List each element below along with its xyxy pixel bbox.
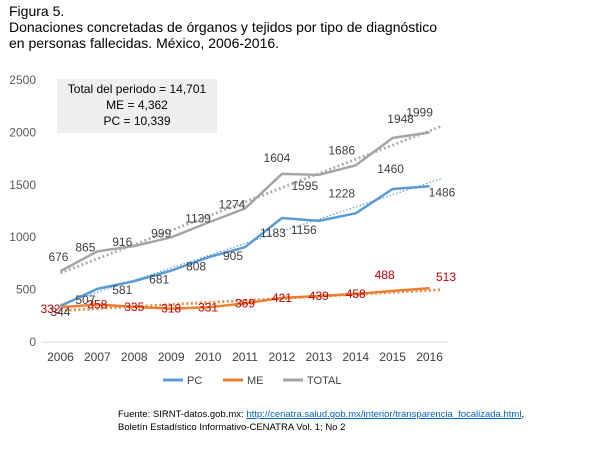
data-label-total: 1999 bbox=[406, 106, 433, 120]
data-label-total: 1274 bbox=[219, 197, 246, 211]
figure-caption: Figura 5. Donaciones concretadas de órga… bbox=[9, 3, 589, 51]
data-label-me: 488 bbox=[375, 268, 395, 282]
series-line-me bbox=[60, 286, 430, 310]
y-tick-label: 2000 bbox=[9, 125, 36, 139]
source-note: Fuente: SIRNT-datos.gob.mx: http://cenat… bbox=[118, 408, 524, 434]
donations-line-chart: 0 500 1000 1500 2000 2500 2006 2007 2008 2009 201… bbox=[9, 73, 456, 387]
data-label-total: 865 bbox=[75, 240, 95, 254]
data-label-me: 358 bbox=[87, 297, 107, 311]
y-tick-label: 1500 bbox=[9, 178, 36, 192]
x-tick-label: 2011 bbox=[232, 350, 258, 364]
data-label-me: 318 bbox=[161, 302, 181, 316]
data-label-pc: 1228 bbox=[328, 186, 355, 200]
figure-title-line1: Donaciones concretadas de órganos y teji… bbox=[9, 19, 438, 35]
data-label-me: 335 bbox=[124, 300, 144, 314]
data-label-total: 1948 bbox=[387, 112, 414, 126]
x-tick-label: 2008 bbox=[121, 350, 148, 364]
data-label-pc: 1183 bbox=[260, 226, 286, 240]
x-tick-label: 2016 bbox=[416, 350, 443, 364]
source-link[interactable]: http://cenatra.salud.gob.mx/interior/tra… bbox=[246, 409, 522, 420]
data-label-pc: 581 bbox=[112, 283, 132, 297]
data-label-total: 1595 bbox=[291, 179, 318, 193]
data-label-pc: 344 bbox=[50, 305, 70, 319]
data-labels: 344 507 581 681 808 905 1183 1156 1228 1460 1486 33… bbox=[40, 106, 456, 319]
period-summary-box: Total del periodo = 14,701 ME = 4,362 PC… bbox=[57, 79, 217, 133]
data-label-pc: 1486 bbox=[429, 185, 456, 199]
data-label-pc: 905 bbox=[223, 249, 243, 263]
series-line-total bbox=[59, 131, 430, 273]
y-tick-label: 2500 bbox=[9, 73, 36, 87]
source-suffix: , bbox=[521, 409, 525, 420]
data-label-pc: 808 bbox=[186, 259, 206, 273]
summary-pc: PC = 10,339 bbox=[103, 114, 171, 128]
data-label-pc: 507 bbox=[75, 293, 95, 307]
data-label-me: 332 bbox=[40, 302, 60, 316]
x-tick-label: 2009 bbox=[158, 350, 185, 364]
legend-label-me: ME bbox=[247, 375, 264, 387]
data-label-total: 1604 bbox=[264, 151, 291, 165]
figure-label: Figura 5. bbox=[9, 3, 65, 19]
series-lines bbox=[59, 131, 430, 310]
data-label-me: 369 bbox=[235, 296, 255, 310]
x-tick-label: 2013 bbox=[305, 350, 332, 364]
legend-label-total: TOTAL bbox=[307, 375, 341, 387]
data-label-total: 1686 bbox=[328, 143, 355, 157]
x-tick-label: 2012 bbox=[269, 350, 296, 364]
source-prefix: Fuente: SIRNT-datos.gob.mx: bbox=[118, 409, 247, 420]
chart-legend: PC ME TOTAL bbox=[163, 375, 341, 387]
x-tick-label: 2014 bbox=[342, 350, 369, 364]
x-tick-label: 2010 bbox=[195, 350, 222, 364]
trendline-total bbox=[59, 125, 442, 275]
data-label-me: 331 bbox=[198, 300, 218, 314]
source-line1: Fuente: SIRNT-datos.gob.mx: http://cenat… bbox=[118, 408, 524, 421]
y-tick-label: 0 bbox=[29, 335, 36, 349]
y-tick-label: 1000 bbox=[9, 230, 36, 244]
figure-title-line2: en personas fallecidas. México, 2006-201… bbox=[9, 35, 280, 51]
data-label-me: 458 bbox=[346, 287, 366, 301]
y-axis: 0 500 1000 1500 2000 2500 bbox=[9, 73, 36, 349]
series-line-pc bbox=[59, 185, 430, 308]
data-label-pc: 1156 bbox=[291, 223, 317, 237]
y-tick-label: 500 bbox=[16, 283, 36, 297]
data-label-me: 421 bbox=[272, 291, 292, 305]
data-label-total: 999 bbox=[151, 226, 171, 240]
data-label-pc: 1460 bbox=[377, 162, 404, 176]
summary-me: ME = 4,362 bbox=[106, 98, 168, 112]
data-label-me: 513 bbox=[436, 270, 456, 284]
data-label-me: 439 bbox=[309, 289, 329, 303]
data-label-total: 916 bbox=[112, 235, 132, 249]
data-label-total: 676 bbox=[48, 250, 68, 264]
x-tick-label: 2015 bbox=[379, 350, 406, 364]
data-label-pc: 681 bbox=[149, 273, 169, 287]
source-line2: Boletín Estadístico Informativo-CENATRA … bbox=[118, 422, 346, 433]
summary-total: Total del periodo = 14,701 bbox=[67, 82, 207, 96]
x-axis: 2006 2007 2008 2009 2010 2011 2012 2013 2014 2015… bbox=[42, 341, 448, 364]
data-label-total: 1139 bbox=[185, 212, 211, 226]
x-tick-label: 2006 bbox=[47, 350, 74, 364]
x-tick-label: 2007 bbox=[84, 350, 111, 364]
legend-label-pc: PC bbox=[187, 375, 202, 387]
